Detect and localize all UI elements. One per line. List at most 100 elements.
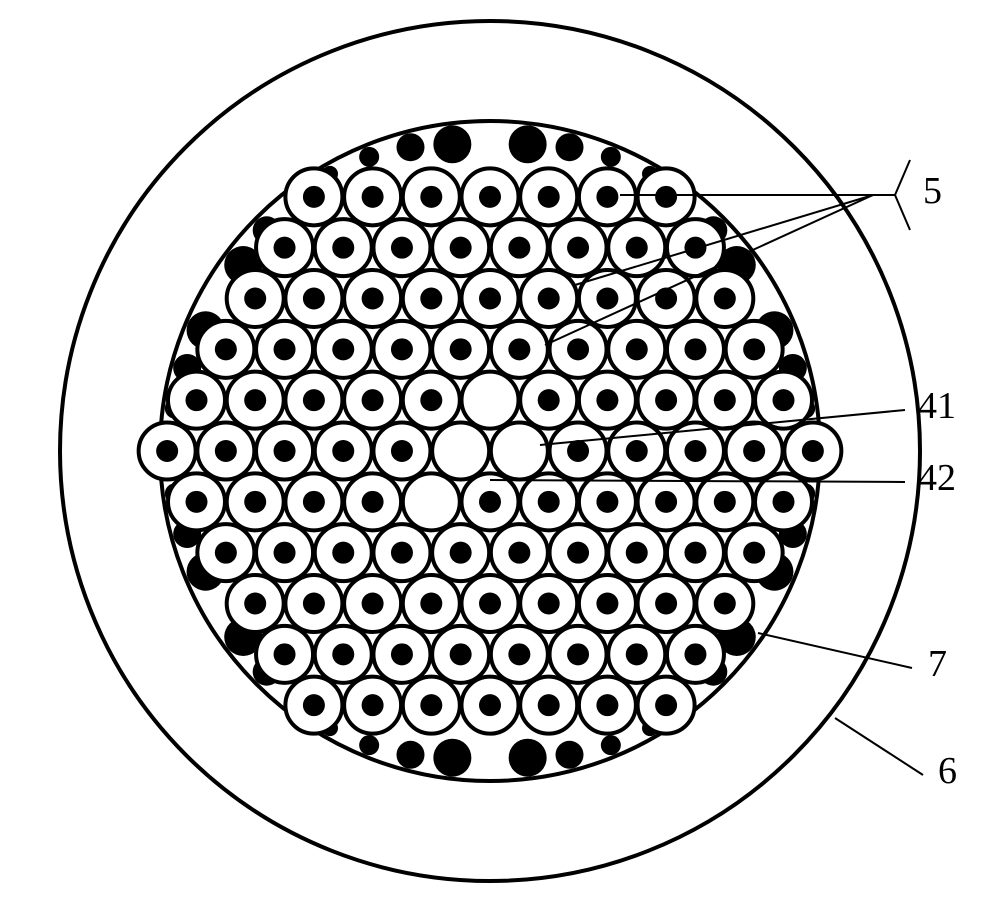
tube-core [303, 694, 325, 716]
tube-core [538, 186, 560, 208]
tube-core [655, 593, 677, 615]
tube-core [332, 237, 354, 259]
solid-tube [403, 473, 460, 530]
tube-core [186, 389, 208, 411]
edge-filler-dot [396, 133, 424, 161]
diagram-svg: 5 41 42 7 6 [0, 0, 1000, 902]
tube-core [362, 694, 384, 716]
callout-label-41: 41 [918, 385, 956, 427]
edge-filler-dot [601, 735, 621, 755]
tube-core [567, 237, 589, 259]
tube-core [684, 338, 706, 360]
tube-core [538, 593, 560, 615]
edge-filler-dot [556, 133, 584, 161]
tube-core [450, 237, 472, 259]
tube-core [538, 694, 560, 716]
tube-core [420, 694, 442, 716]
edge-filler-dot [396, 741, 424, 769]
solid-tube [462, 372, 519, 429]
tube-core [684, 643, 706, 665]
tube-core [538, 389, 560, 411]
tube-core [420, 593, 442, 615]
tube-core [714, 287, 736, 309]
tube-core [773, 491, 795, 513]
tube-core [626, 542, 648, 564]
tube-core [362, 287, 384, 309]
tube-core [215, 542, 237, 564]
tube-core [362, 491, 384, 513]
tube-core [362, 186, 384, 208]
tube-core [362, 389, 384, 411]
tube-core [391, 338, 413, 360]
tube-core [186, 491, 208, 513]
tube-core [450, 643, 472, 665]
tube-core [508, 542, 530, 564]
figure-root: 5 41 42 7 6 [0, 0, 1000, 902]
tube-core [714, 593, 736, 615]
tube-core [567, 440, 589, 462]
tube-core [626, 237, 648, 259]
tube-core [684, 440, 706, 462]
tube-core [773, 389, 795, 411]
tube-core [303, 389, 325, 411]
callout-label-5: 5 [923, 170, 942, 212]
solid-tube [491, 423, 548, 480]
tube-core [420, 287, 442, 309]
tube-core [391, 643, 413, 665]
tube-core [244, 389, 266, 411]
tube-core [332, 338, 354, 360]
tube-core [596, 186, 618, 208]
tube-core [479, 186, 501, 208]
tube-core [303, 593, 325, 615]
tube-core [714, 491, 736, 513]
edge-filler-dot [359, 735, 379, 755]
tube-core [655, 287, 677, 309]
tube-core [596, 694, 618, 716]
tube-core [743, 338, 765, 360]
tube-core [420, 389, 442, 411]
edge-filler-dot [509, 125, 547, 163]
tube-core [538, 491, 560, 513]
tube-core [538, 287, 560, 309]
tube-core [655, 389, 677, 411]
tube-core [596, 491, 618, 513]
tube-core [655, 186, 677, 208]
tube-core [567, 542, 589, 564]
tube-core [802, 440, 824, 462]
tube-core [596, 389, 618, 411]
tube-core [332, 643, 354, 665]
callout-bracket-5 [895, 160, 910, 230]
tube-core [244, 287, 266, 309]
callout-label-6: 6 [938, 750, 957, 792]
tube-core [362, 593, 384, 615]
tube-core [479, 694, 501, 716]
tube-core [156, 440, 178, 462]
tube-core [244, 593, 266, 615]
tube-core [626, 643, 648, 665]
solid-tube [432, 423, 489, 480]
tube-core [655, 491, 677, 513]
edge-filler-dot [359, 147, 379, 167]
tube-core [332, 542, 354, 564]
callout-leader-6-0 [835, 718, 923, 775]
tube-core [303, 491, 325, 513]
tube-core [508, 237, 530, 259]
tube-core [450, 338, 472, 360]
callout-label-7: 7 [928, 643, 947, 685]
tube-core [508, 338, 530, 360]
tube-core [596, 287, 618, 309]
tube-core [274, 338, 296, 360]
tube-core [303, 186, 325, 208]
tube-core [332, 440, 354, 462]
tube-core [215, 338, 237, 360]
callout-label-42: 42 [918, 457, 956, 499]
tube-core [215, 440, 237, 462]
tube-core [714, 389, 736, 411]
tube-core [274, 237, 296, 259]
edge-filler-dot [509, 739, 547, 777]
tube-core [274, 643, 296, 665]
tube-core [391, 440, 413, 462]
tube-core [596, 593, 618, 615]
edge-filler-dot [601, 147, 621, 167]
tube-core [743, 440, 765, 462]
